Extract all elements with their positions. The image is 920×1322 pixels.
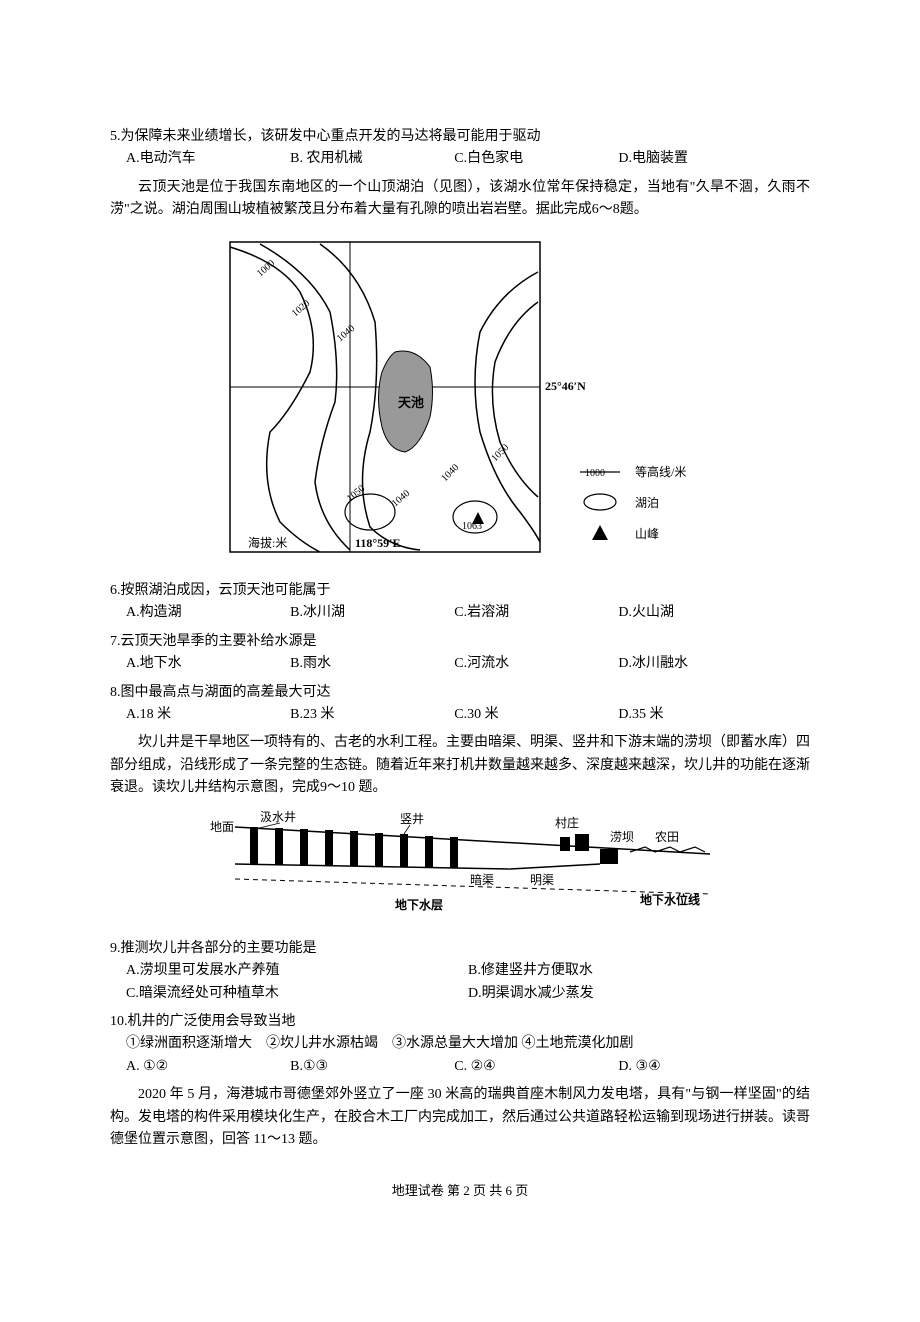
figure-contour-map: 1000 1020 1040 1040 1050 1040 1050 1063 … <box>110 232 810 570</box>
question-5: 5.为保障未来业绩增长，该研发中心重点开发的马达将最可能用于驱动 A.电动汽车 … <box>110 126 810 171</box>
elevation-label: 海拔:米 <box>248 535 287 550</box>
question-9: 9.推测坎儿井各部分的主要功能是 A.涝坝里可发展水产养殖 B.修建竖井方便取水… <box>110 938 810 1005</box>
question-6: 6.按照湖泊成因，云顶天池可能属于 A.构造湖 B.冰川湖 C.岩溶湖 D.火山… <box>110 580 810 625</box>
label-aquifer: 地下水层 <box>395 897 443 912</box>
page-footer: 地理试卷 第 2 页 共 6 页 <box>110 1181 810 1202</box>
q9-option-c: C.暗渠流经处可种植草木 <box>126 983 468 1005</box>
passage-lake: 云顶天池是位于我国东南地区的一个山顶湖泊（见图），该湖水位常年保持稳定，当地有"… <box>110 177 810 222</box>
question-8-text: 8.图中最高点与湖面的高差最大可达 <box>110 682 810 704</box>
question-10-sub: ①绿洲面积逐渐增大 ②坎儿井水源枯竭 ③水源总量大大增加 ④土地荒漠化加剧 <box>126 1033 810 1055</box>
question-8: 8.图中最高点与湖面的高差最大可达 A.18 米 B.23 米 C.30 米 D… <box>110 682 810 727</box>
question-7: 7.云顶天池旱季的主要补给水源是 A.地下水 B.雨水 C.河流水 D.冰川融水 <box>110 631 810 676</box>
label-farmland: 农田 <box>655 830 679 844</box>
question-6-text: 6.按照湖泊成因，云顶天池可能属于 <box>110 580 810 602</box>
q10-option-b: B.①③ <box>290 1056 454 1078</box>
q6-option-b: B.冰川湖 <box>290 602 454 624</box>
passage-gothenburg: 2020 年 5 月，海港城市哥德堡郊外竖立了一座 30 米高的瑞典首座木制风力… <box>110 1084 810 1151</box>
q9-option-b: B.修建竖井方便取水 <box>468 960 810 982</box>
q9-option-a: A.涝坝里可发展水产养殖 <box>126 960 468 982</box>
contour-label-1050b: 1050 <box>489 442 511 464</box>
q8-option-c: C.30 米 <box>454 704 618 726</box>
q10-option-c: C. ②④ <box>454 1056 618 1078</box>
contour-label-1040a: 1040 <box>335 323 357 344</box>
question-6-options: A.构造湖 B.冰川湖 C.岩溶湖 D.火山湖 <box>126 602 810 624</box>
q7-option-c: C.河流水 <box>454 653 618 675</box>
question-10: 10.机井的广泛使用会导致当地 ①绿洲面积逐渐增大 ②坎儿井水源枯竭 ③水源总量… <box>110 1011 810 1078</box>
question-9-options: A.涝坝里可发展水产养殖 B.修建竖井方便取水 C.暗渠流经处可种植草木 D.明… <box>126 960 810 1005</box>
figure-karez-diagram: 地面 汲水井 竖井 村庄 涝坝 农田 暗渠 明渠 地下水层 地下水位线 <box>110 809 810 927</box>
q8-option-a: A.18 米 <box>126 704 290 726</box>
q7-option-d: D.冰川融水 <box>618 653 782 675</box>
q7-option-a: A.地下水 <box>126 653 290 675</box>
label-water-table: 地下水位线 <box>640 892 700 907</box>
question-10-options: A. ①② B.①③ C. ②④ D. ③④ <box>126 1056 810 1078</box>
passage-karez: 坎儿井是干旱地区一项特有的、古老的水利工程。主要由暗渠、明渠、竖井和下游末端的涝… <box>110 732 810 799</box>
label-shaft: 竖井 <box>400 812 424 826</box>
question-8-options: A.18 米 B.23 米 C.30 米 D.35 米 <box>126 704 810 726</box>
question-7-text: 7.云顶天池旱季的主要补给水源是 <box>110 631 810 653</box>
label-underground-channel: 暗渠 <box>470 872 494 887</box>
q8-option-b: B.23 米 <box>290 704 454 726</box>
q9-option-d: D.明渠调水减少蒸发 <box>468 983 810 1005</box>
question-5-text: 5.为保障未来业绩增长，该研发中心重点开发的马达将最可能用于驱动 <box>110 126 810 148</box>
lat-label: 25°46′N <box>545 379 586 393</box>
legend-contour: 等高线/米 <box>635 464 686 479</box>
q6-option-d: D.火山湖 <box>618 602 782 624</box>
legend-peak: 山峰 <box>635 527 659 541</box>
question-7-options: A.地下水 B.雨水 C.河流水 D.冰川融水 <box>126 653 810 675</box>
contour-label-1000: 1000 <box>255 258 277 279</box>
q5-option-c: C.白色家电 <box>454 148 618 170</box>
q5-option-a: A.电动汽车 <box>126 148 290 170</box>
question-10-text: 10.机井的广泛使用会导致当地 <box>110 1011 810 1033</box>
contour-label-1040c: 1040 <box>390 488 412 509</box>
lon-label: 118°59′E <box>355 536 401 550</box>
q6-option-a: A.构造湖 <box>126 602 290 624</box>
contour-label-1063: 1063 <box>462 521 482 532</box>
label-ground: 地面 <box>210 820 234 834</box>
label-village: 村庄 <box>555 815 579 830</box>
label-dam: 涝坝 <box>610 830 634 844</box>
question-9-text: 9.推测坎儿井各部分的主要功能是 <box>110 938 810 960</box>
q10-option-d: D. ③④ <box>618 1056 782 1078</box>
label-draw-well: 汲水井 <box>260 810 296 824</box>
q10-option-a: A. ①② <box>126 1056 290 1078</box>
q7-option-b: B.雨水 <box>290 653 454 675</box>
question-5-options: A.电动汽车 B. 农用机械 C.白色家电 D.电脑装置 <box>126 148 810 170</box>
lake-label: 天池 <box>398 395 424 410</box>
label-open-channel: 明渠 <box>530 873 554 887</box>
q6-option-c: C.岩溶湖 <box>454 602 618 624</box>
legend-lake: 湖泊 <box>635 495 659 510</box>
q5-option-d: D.电脑装置 <box>618 148 782 170</box>
q8-option-d: D.35 米 <box>618 704 782 726</box>
contour-label-1040b: 1040 <box>439 462 461 484</box>
legend-contour-sample: 1000 <box>585 468 605 479</box>
q5-option-b: B. 农用机械 <box>290 148 454 170</box>
